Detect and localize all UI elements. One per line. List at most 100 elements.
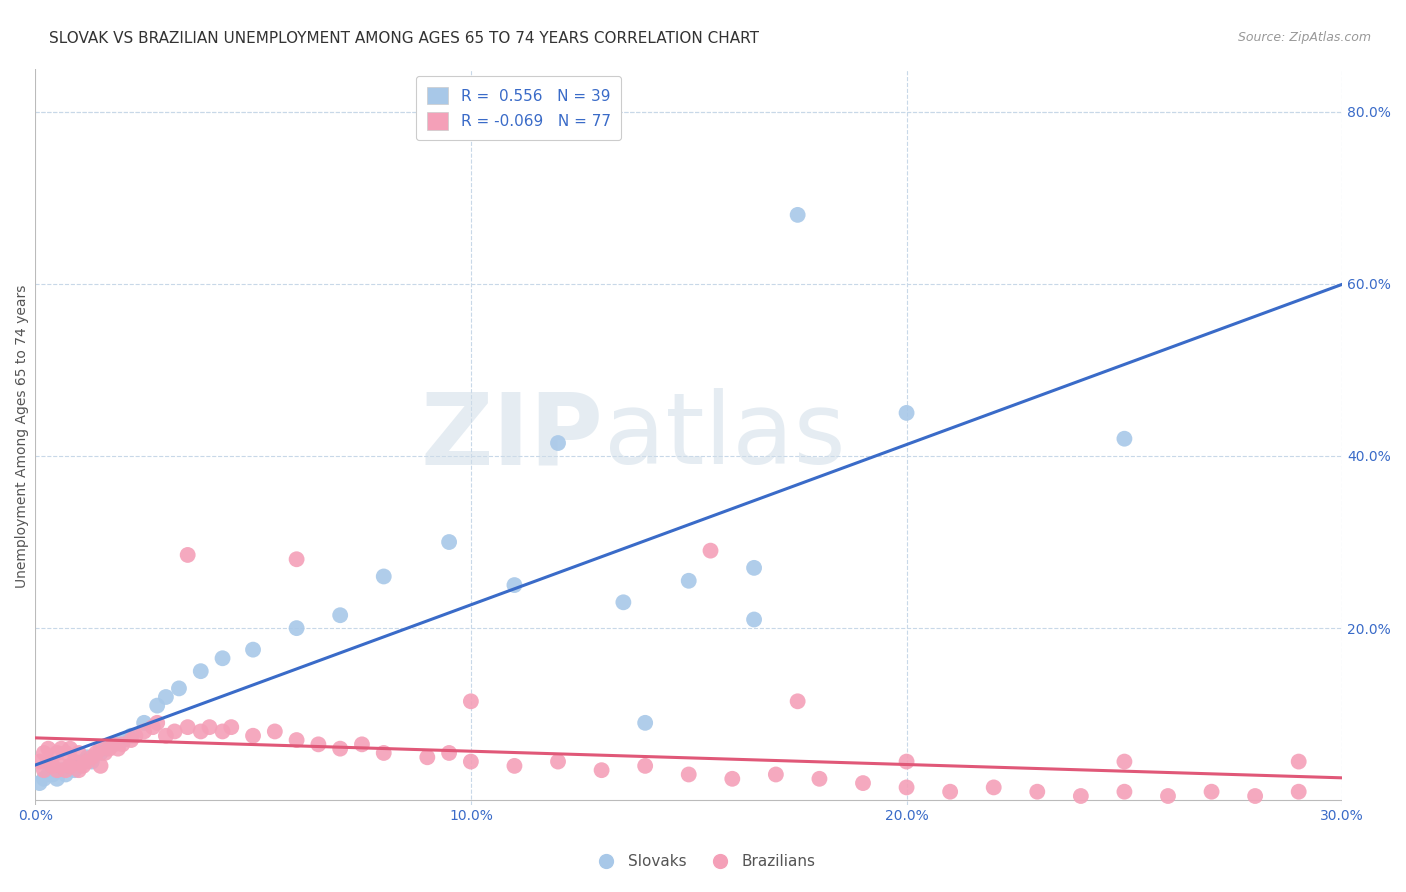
Point — [46, 746, 69, 760]
Point — [76, 750, 98, 764]
Point — [124, 729, 146, 743]
Point — [1288, 755, 1310, 769]
Point — [263, 724, 285, 739]
Point — [307, 737, 329, 751]
Point — [591, 763, 613, 777]
Point — [55, 763, 77, 777]
Point — [1114, 755, 1136, 769]
Point — [896, 780, 918, 795]
Point — [285, 621, 308, 635]
Point — [547, 755, 569, 769]
Point — [72, 755, 94, 769]
Point — [547, 436, 569, 450]
Point — [285, 552, 308, 566]
Point — [939, 785, 962, 799]
Legend: Slovaks, Brazilians: Slovaks, Brazilians — [585, 848, 821, 875]
Point — [1201, 785, 1223, 799]
Y-axis label: Unemployment Among Ages 65 to 74 years: Unemployment Among Ages 65 to 74 years — [15, 285, 30, 588]
Point — [765, 767, 787, 781]
Point — [59, 759, 82, 773]
Point — [211, 724, 233, 739]
Text: ZIP: ZIP — [420, 388, 603, 485]
Point — [120, 729, 142, 743]
Point — [350, 737, 373, 751]
Point — [176, 720, 198, 734]
Point — [1288, 785, 1310, 799]
Point — [612, 595, 634, 609]
Point — [94, 741, 117, 756]
Point — [55, 746, 77, 760]
Point — [416, 750, 439, 764]
Point — [51, 763, 73, 777]
Point — [460, 694, 482, 708]
Point — [373, 569, 395, 583]
Point — [37, 741, 59, 756]
Point — [1157, 789, 1180, 803]
Point — [59, 741, 82, 756]
Point — [107, 741, 129, 756]
Point — [111, 733, 134, 747]
Point — [1244, 789, 1267, 803]
Point — [67, 759, 90, 773]
Point — [28, 776, 51, 790]
Point — [163, 724, 186, 739]
Point — [103, 737, 125, 751]
Text: Source: ZipAtlas.com: Source: ZipAtlas.com — [1237, 31, 1371, 45]
Point — [437, 535, 460, 549]
Point — [1114, 785, 1136, 799]
Point — [32, 746, 55, 760]
Point — [90, 746, 112, 760]
Text: atlas: atlas — [603, 388, 845, 485]
Point — [285, 733, 308, 747]
Point — [146, 715, 169, 730]
Point — [80, 750, 103, 764]
Point — [1070, 789, 1092, 803]
Point — [46, 772, 69, 786]
Point — [63, 763, 86, 777]
Point — [76, 755, 98, 769]
Point — [211, 651, 233, 665]
Point — [329, 741, 352, 756]
Point — [111, 737, 134, 751]
Point — [32, 763, 55, 777]
Point — [460, 755, 482, 769]
Point — [634, 759, 657, 773]
Point — [742, 561, 765, 575]
Point — [146, 698, 169, 713]
Point — [786, 694, 808, 708]
Point — [155, 729, 177, 743]
Point — [94, 746, 117, 760]
Point — [84, 746, 107, 760]
Point — [51, 759, 73, 773]
Point — [134, 724, 156, 739]
Point — [28, 755, 51, 769]
Point — [134, 715, 156, 730]
Point — [219, 720, 242, 734]
Point — [786, 208, 808, 222]
Point — [852, 776, 875, 790]
Point — [98, 741, 121, 756]
Point — [90, 741, 112, 756]
Point — [41, 767, 63, 781]
Point — [80, 755, 103, 769]
Point — [242, 729, 264, 743]
Point — [678, 767, 700, 781]
Point — [721, 772, 744, 786]
Point — [808, 772, 831, 786]
Point — [63, 755, 86, 769]
Point — [329, 608, 352, 623]
Point — [37, 767, 59, 781]
Point — [59, 759, 82, 773]
Legend: R =  0.556   N = 39, R = -0.069   N = 77: R = 0.556 N = 39, R = -0.069 N = 77 — [416, 76, 621, 140]
Point — [634, 715, 657, 730]
Point — [90, 759, 112, 773]
Point — [503, 759, 526, 773]
Point — [699, 543, 721, 558]
Point — [51, 741, 73, 756]
Point — [176, 548, 198, 562]
Point — [155, 690, 177, 704]
Point — [120, 733, 142, 747]
Point — [167, 681, 190, 696]
Point — [142, 720, 165, 734]
Point — [242, 642, 264, 657]
